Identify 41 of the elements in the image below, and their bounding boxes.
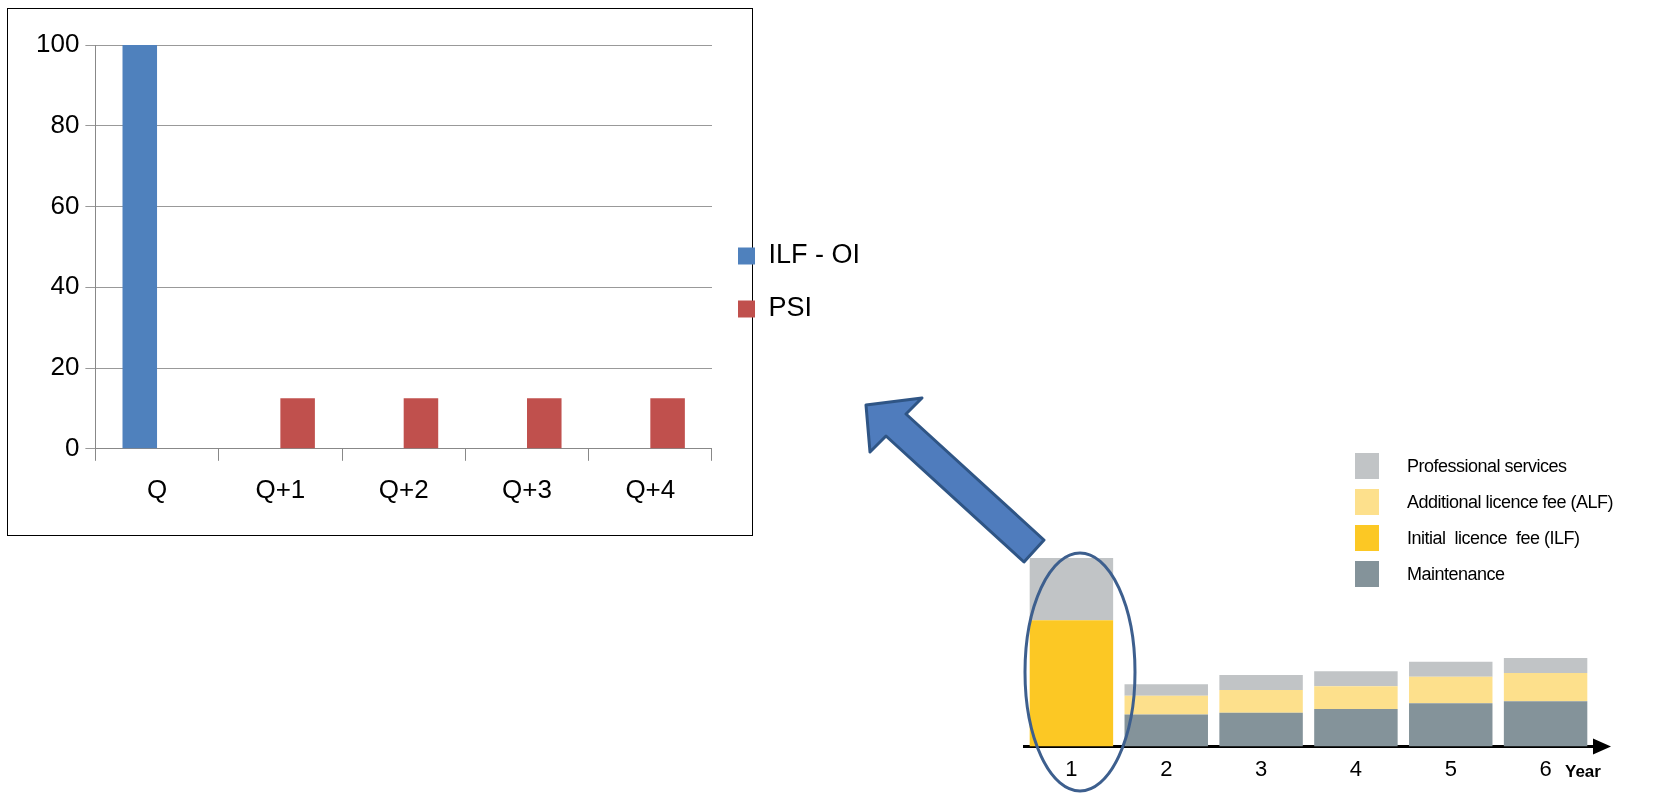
bar [1029, 620, 1114, 747]
bar [1124, 695, 1208, 715]
bar [1219, 690, 1303, 713]
y-tick-label: 20 [50, 351, 80, 382]
x-tick-label: Q [146, 473, 168, 504]
bar [1314, 686, 1398, 709]
bar [1219, 712, 1303, 747]
bar [1124, 714, 1208, 747]
x-tick-label: Q+4 [625, 473, 676, 504]
bar [1503, 673, 1588, 702]
x-tick-label: Q+2 [378, 473, 429, 504]
legend-label: Professional services [1407, 455, 1567, 477]
legend-label: Maintenance [1407, 563, 1505, 585]
y-tick-label: 60 [50, 189, 80, 220]
x-tick-label: 2 [1160, 755, 1173, 781]
x-tick-label: 1 [1065, 755, 1078, 781]
y-tick-label: 100 [35, 28, 80, 59]
legend-label: PSI [768, 292, 813, 323]
y-tick-label: 0 [64, 431, 80, 462]
bar [1124, 684, 1208, 696]
bar [1409, 703, 1493, 747]
x-tick-label: Q+1 [255, 473, 306, 504]
bar [1409, 676, 1493, 704]
bar [1029, 558, 1114, 621]
bar [1409, 661, 1493, 677]
x-tick-label: 6 [1539, 755, 1552, 781]
x-tick-label: 5 [1444, 755, 1457, 781]
legend-label: ILF - OI [768, 239, 861, 270]
x-tick-label: Q+3 [502, 473, 552, 504]
bar [1503, 657, 1588, 674]
bar [1314, 671, 1398, 687]
legend-label: Additional licence fee (ALF) [1407, 491, 1614, 513]
x-tick-label: 3 [1254, 755, 1268, 781]
x-tick-label: 4 [1349, 755, 1363, 781]
y-tick-label: 80 [50, 108, 80, 139]
x-axis-title: Year [1565, 762, 1602, 782]
bar [1503, 701, 1588, 747]
legend-label: Initial licence fee (ILF) [1407, 527, 1580, 549]
bar [1314, 708, 1398, 747]
bar [1219, 674, 1303, 691]
y-tick-label: 40 [50, 270, 80, 301]
